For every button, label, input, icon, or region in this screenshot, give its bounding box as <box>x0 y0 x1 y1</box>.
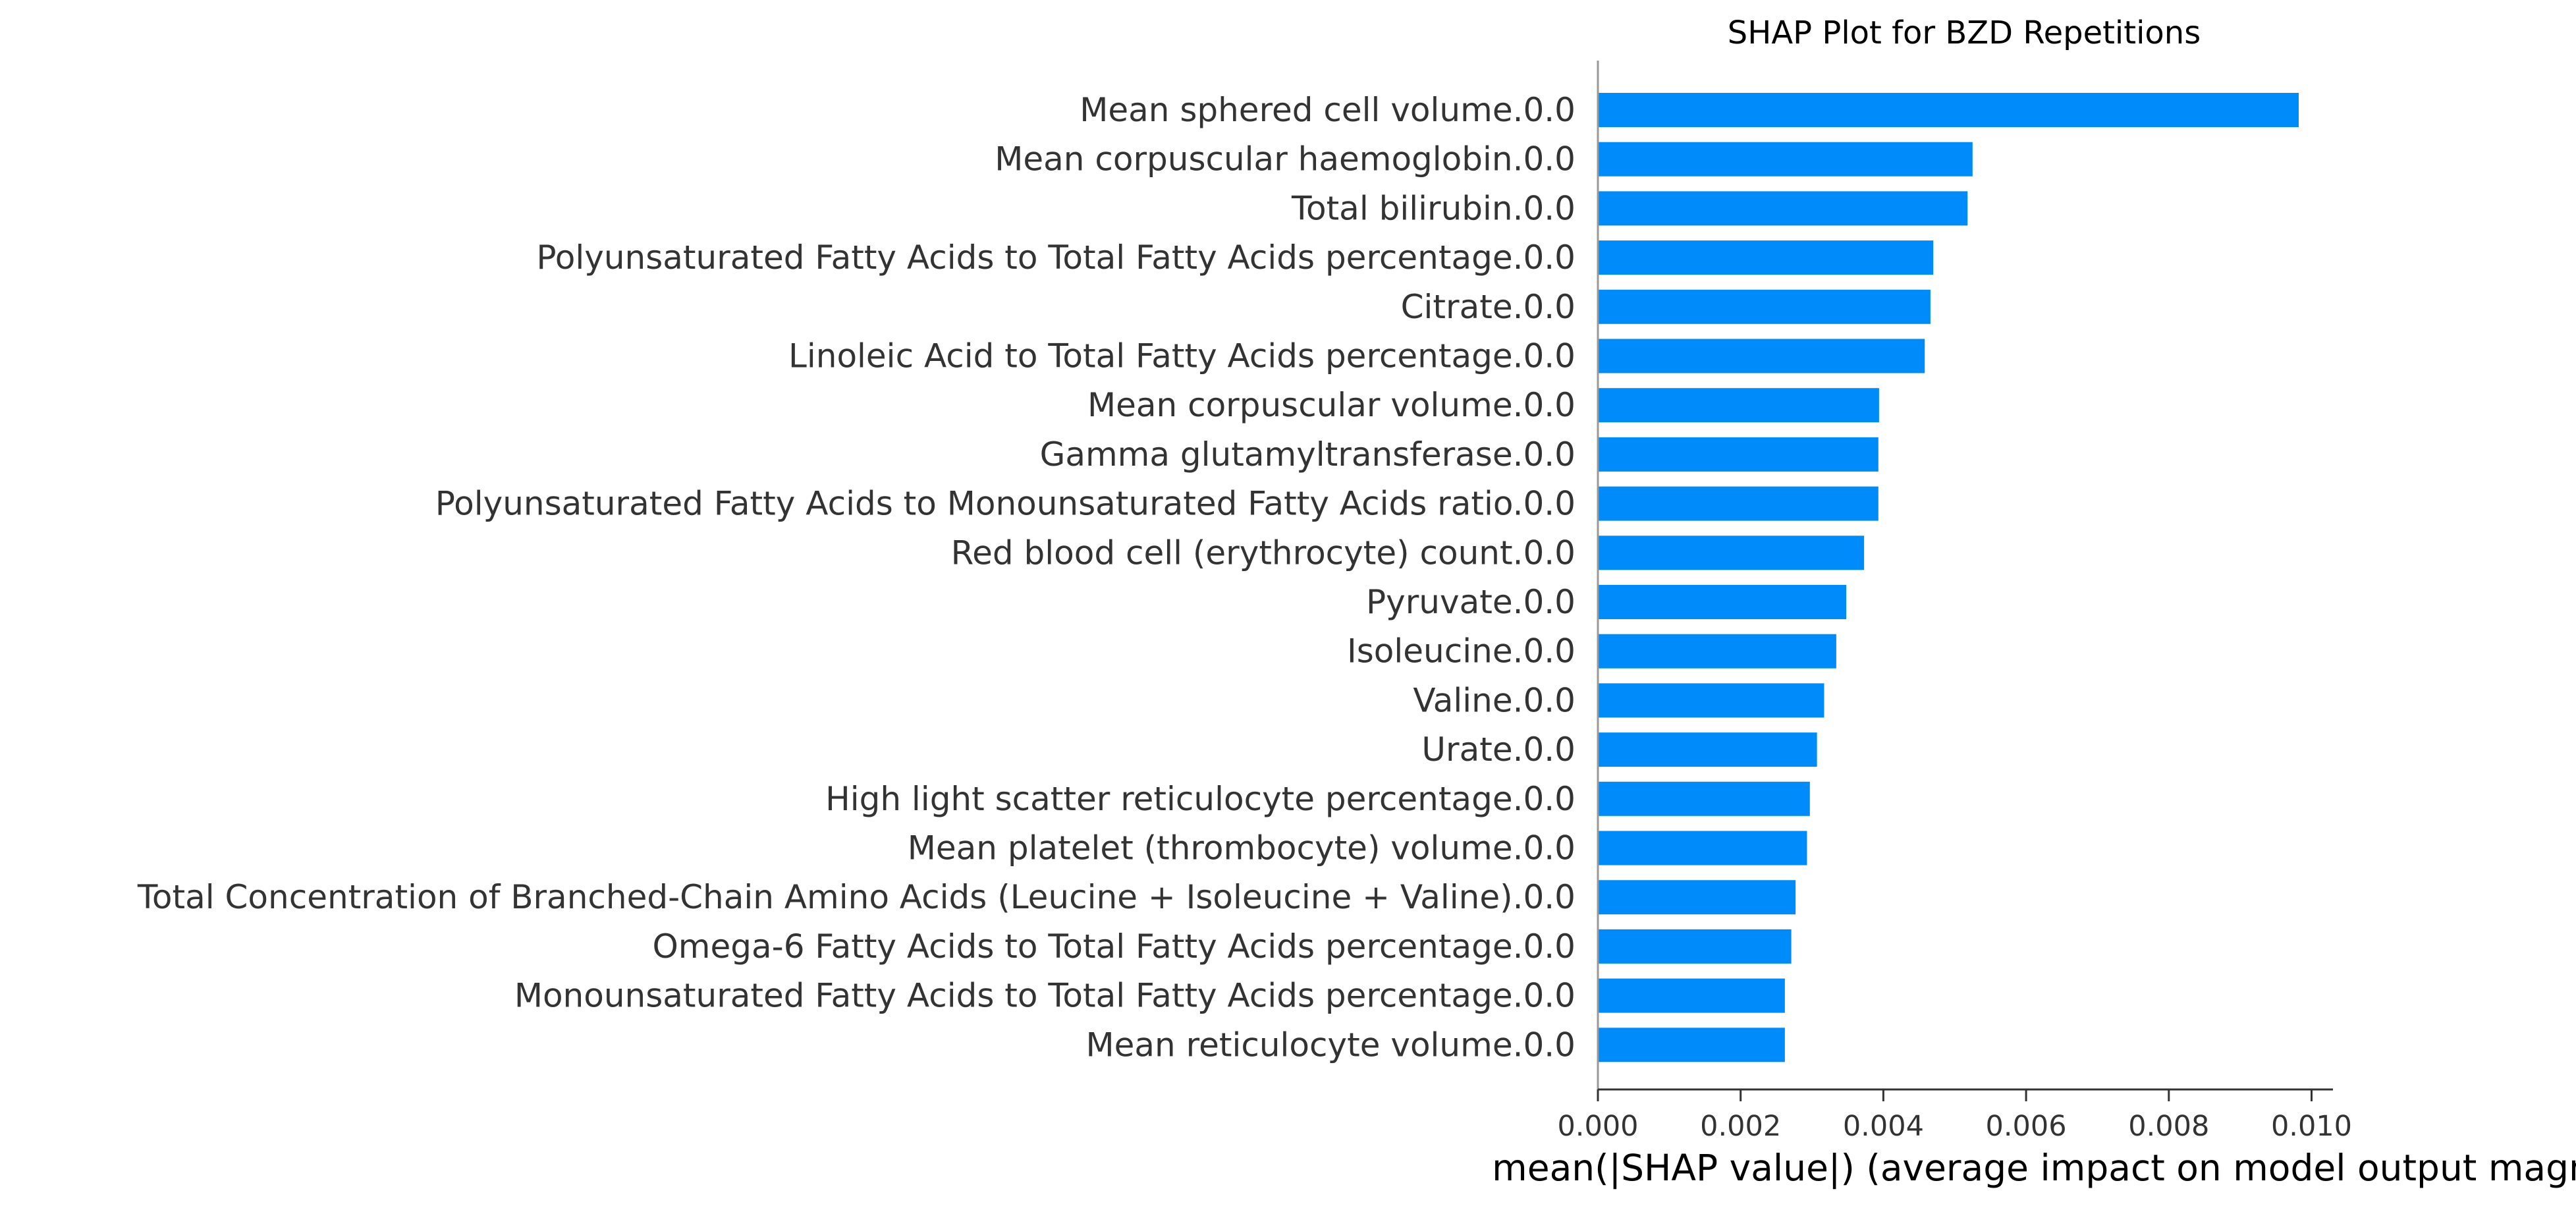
bar <box>1598 339 1925 373</box>
bar <box>1598 929 1792 964</box>
bar <box>1598 831 1807 866</box>
x-tick-label: 0.010 <box>2271 1110 2352 1143</box>
feature-label: Valine.0.0 <box>1413 681 1576 719</box>
feature-label: Pyruvate.0.0 <box>1366 583 1576 621</box>
feature-label: Mean corpuscular volume.0.0 <box>1087 386 1576 424</box>
x-tick-label: 0.006 <box>1986 1110 2067 1143</box>
x-tick-label: 0.002 <box>1700 1110 1781 1143</box>
feature-label: Mean platelet (thrombocyte) volume.0.0 <box>908 829 1576 867</box>
bar <box>1598 781 1810 816</box>
chart-title: SHAP Plot for BZD Repetitions <box>1728 14 2201 51</box>
feature-label: Polyunsaturated Fatty Acids to Total Fat… <box>536 238 1576 277</box>
x-axis-ticks: 0.000 0.002 0.004 0.006 0.008 0.010 <box>1557 1089 2352 1143</box>
feature-label: Total bilirubin.0.0 <box>1291 189 1576 227</box>
feature-label: Monounsaturated Fatty Acids to Total Fat… <box>514 977 1576 1015</box>
bar <box>1598 634 1836 669</box>
feature-label: Omega-6 Fatty Acids to Total Fatty Acids… <box>652 927 1576 966</box>
feature-label: Isoleucine.0.0 <box>1347 632 1576 671</box>
bars-layer <box>1598 93 2299 1062</box>
bar <box>1598 1028 1785 1062</box>
bar <box>1598 536 1865 570</box>
x-tick-label: 0.004 <box>1843 1110 1924 1143</box>
bar <box>1598 978 1785 1013</box>
bar <box>1598 191 1968 226</box>
feature-label: Mean reticulocyte volume.0.0 <box>1086 1026 1576 1064</box>
bar <box>1598 732 1817 767</box>
feature-label: Urate.0.0 <box>1421 730 1576 769</box>
feature-labels: Mean sphered cell volume.0.0 Mean corpusc… <box>137 91 1576 1064</box>
bar <box>1598 240 1934 275</box>
bar <box>1598 289 1931 324</box>
feature-label: Mean corpuscular haemoglobin.0.0 <box>995 140 1576 179</box>
bar <box>1598 388 1879 423</box>
feature-label: Linoleic Acid to Total Fatty Acids perce… <box>788 337 1576 375</box>
feature-label: Polyunsaturated Fatty Acids to Monounsat… <box>435 485 1576 523</box>
bar <box>1598 142 1973 177</box>
feature-label: High light scatter reticulocyte percenta… <box>825 780 1576 818</box>
bar <box>1598 585 1847 619</box>
bar <box>1598 486 1878 521</box>
x-tick-label: 0.000 <box>1557 1110 1638 1143</box>
feature-label: Mean sphered cell volume.0.0 <box>1080 91 1576 129</box>
feature-label: Red blood cell (erythrocyte) count.0.0 <box>951 534 1576 572</box>
bar <box>1598 683 1824 718</box>
feature-label: Citrate.0.0 <box>1401 288 1576 326</box>
feature-label: Gamma glutamyltransferase.0.0 <box>1040 435 1576 474</box>
bar <box>1598 437 1878 472</box>
x-tick-label: 0.008 <box>2128 1110 2209 1143</box>
feature-label: Total Concentration of Branched-Chain Am… <box>137 878 1576 916</box>
bar <box>1598 93 2299 127</box>
x-axis-label: mean(|SHAP value|) (average impact on mo… <box>1492 1147 2576 1190</box>
bar <box>1598 880 1796 915</box>
